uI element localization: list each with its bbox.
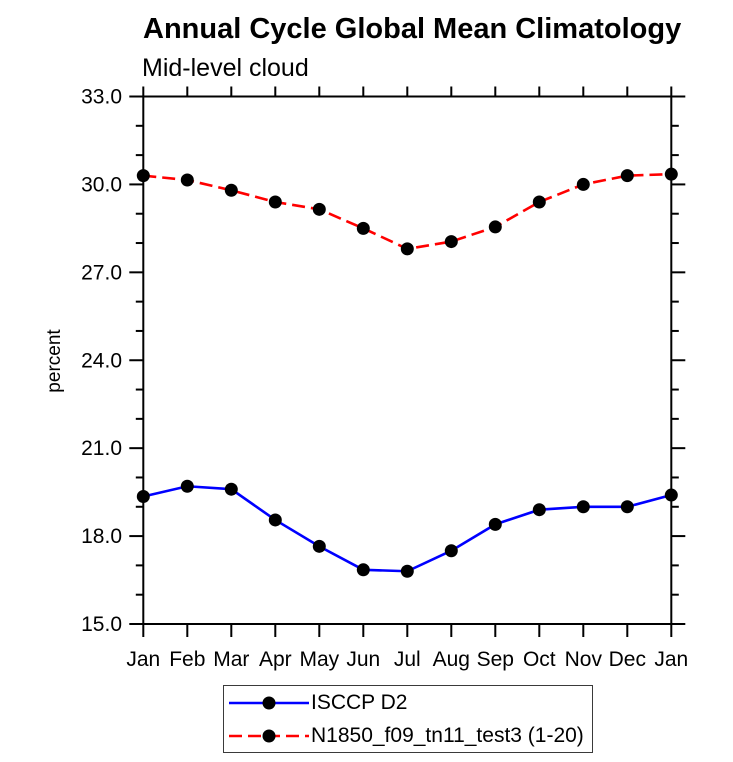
x-tick-label: Nov xyxy=(565,648,603,671)
y-tick-label: 24.0 xyxy=(81,349,122,372)
y-tick-label: 21.0 xyxy=(81,437,122,460)
x-tick-label: Jan xyxy=(126,648,160,671)
y-tick-label: 33.0 xyxy=(81,86,122,109)
legend-item-isccp: ISCCP D2 xyxy=(224,688,592,718)
data-point-s1 xyxy=(312,202,326,216)
x-tick-label: Feb xyxy=(169,648,205,671)
x-tick-label: Sep xyxy=(477,648,514,671)
legend-label-isccp: ISCCP D2 xyxy=(311,690,408,714)
data-point-s1 xyxy=(444,235,458,249)
data-point-s0 xyxy=(400,564,414,578)
x-tick-label: Apr xyxy=(259,648,292,671)
data-point-s0 xyxy=(268,513,282,527)
data-point-s1 xyxy=(664,167,678,181)
data-point-s1 xyxy=(136,169,150,183)
legend-label-model: N1850_f09_tn11_test3 (1-20) xyxy=(311,723,584,747)
data-point-s0 xyxy=(620,500,634,514)
legend-item-model: N1850_f09_tn11_test3 (1-20) xyxy=(224,721,592,751)
x-tick-label: Jun xyxy=(346,648,380,671)
data-point-s0 xyxy=(664,488,678,502)
legend: ISCCP D2 N1850_f09_tn11_test3 (1-20) xyxy=(223,685,593,753)
data-point-s1 xyxy=(180,173,194,187)
chart-title: Annual Cycle Global Mean Climatology xyxy=(143,13,682,45)
data-point-s0 xyxy=(136,490,150,504)
x-tick-label: Dec xyxy=(609,648,646,671)
data-point-s0 xyxy=(576,500,590,514)
data-point-s1 xyxy=(268,195,282,209)
data-point-s0 xyxy=(444,544,458,558)
data-point-s1 xyxy=(620,169,634,183)
x-tick-label: Jul xyxy=(394,648,421,671)
data-point-s0 xyxy=(356,563,370,577)
y-tick-label: 27.0 xyxy=(81,261,122,284)
y-tick-label: 15.0 xyxy=(81,613,122,636)
data-point-s1 xyxy=(532,195,546,209)
data-point-s1 xyxy=(576,177,590,191)
x-tick-label: May xyxy=(299,648,339,671)
data-point-s0 xyxy=(312,539,326,553)
data-point-s1 xyxy=(224,183,238,197)
x-tick-label: Oct xyxy=(523,648,556,671)
data-point-s0 xyxy=(488,517,502,531)
data-point-s0 xyxy=(180,479,194,493)
legend-sample-solid-line-icon xyxy=(229,696,309,709)
y-tick-label: 30.0 xyxy=(81,173,122,196)
series-line-1 xyxy=(143,172,672,251)
data-point-s1 xyxy=(356,221,370,235)
data-point-s0 xyxy=(224,482,238,496)
data-point-s1 xyxy=(400,242,414,256)
chart-subtitle: Mid-level cloud xyxy=(142,54,309,82)
data-point-s0 xyxy=(532,503,546,517)
series-line-0 xyxy=(143,484,672,573)
legend-sample-dashed-line-icon xyxy=(229,729,309,742)
x-tick-label: Aug xyxy=(433,648,470,671)
x-tick-label: Mar xyxy=(213,648,249,671)
plot-border xyxy=(142,95,673,625)
x-tick-label: Jan xyxy=(654,648,688,671)
data-point-s1 xyxy=(488,220,502,234)
y-tick-label: 18.0 xyxy=(81,525,122,548)
